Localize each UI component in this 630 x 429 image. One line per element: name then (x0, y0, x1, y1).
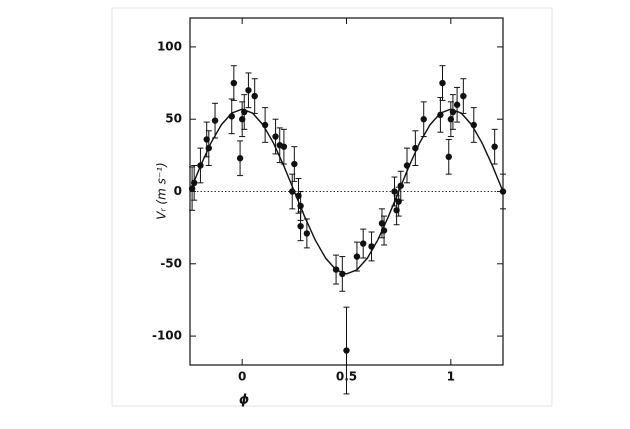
x-tick-label: 0 (238, 370, 246, 384)
point (272, 133, 279, 140)
point (230, 79, 238, 87)
y-tick-label: -50 (160, 256, 182, 270)
point (291, 160, 298, 168)
point (439, 79, 446, 87)
point (211, 117, 219, 124)
point (359, 240, 367, 247)
point (280, 143, 288, 150)
x-axis-label: ϕ (239, 393, 249, 408)
point (297, 223, 304, 230)
figure-frame (111, 7, 553, 407)
point (391, 188, 398, 195)
y-tick-label: 100 (157, 39, 182, 53)
point (491, 143, 498, 150)
fit-line (189, 108, 504, 275)
y-tick-label: -100 (152, 329, 182, 343)
point (251, 92, 258, 100)
y-tick-label: 50 (165, 112, 182, 126)
x-tick-label: 1 (447, 370, 455, 384)
point (303, 230, 311, 237)
point (353, 253, 361, 260)
y-tick-label: 0 (174, 184, 182, 198)
point (460, 92, 467, 100)
y-axis-label: Vᵣ (m s⁻¹) (155, 162, 169, 219)
point (445, 153, 452, 160)
point (437, 111, 444, 119)
point (343, 347, 350, 354)
point (236, 155, 244, 162)
point (420, 116, 427, 123)
point (453, 101, 461, 108)
point (245, 87, 252, 94)
